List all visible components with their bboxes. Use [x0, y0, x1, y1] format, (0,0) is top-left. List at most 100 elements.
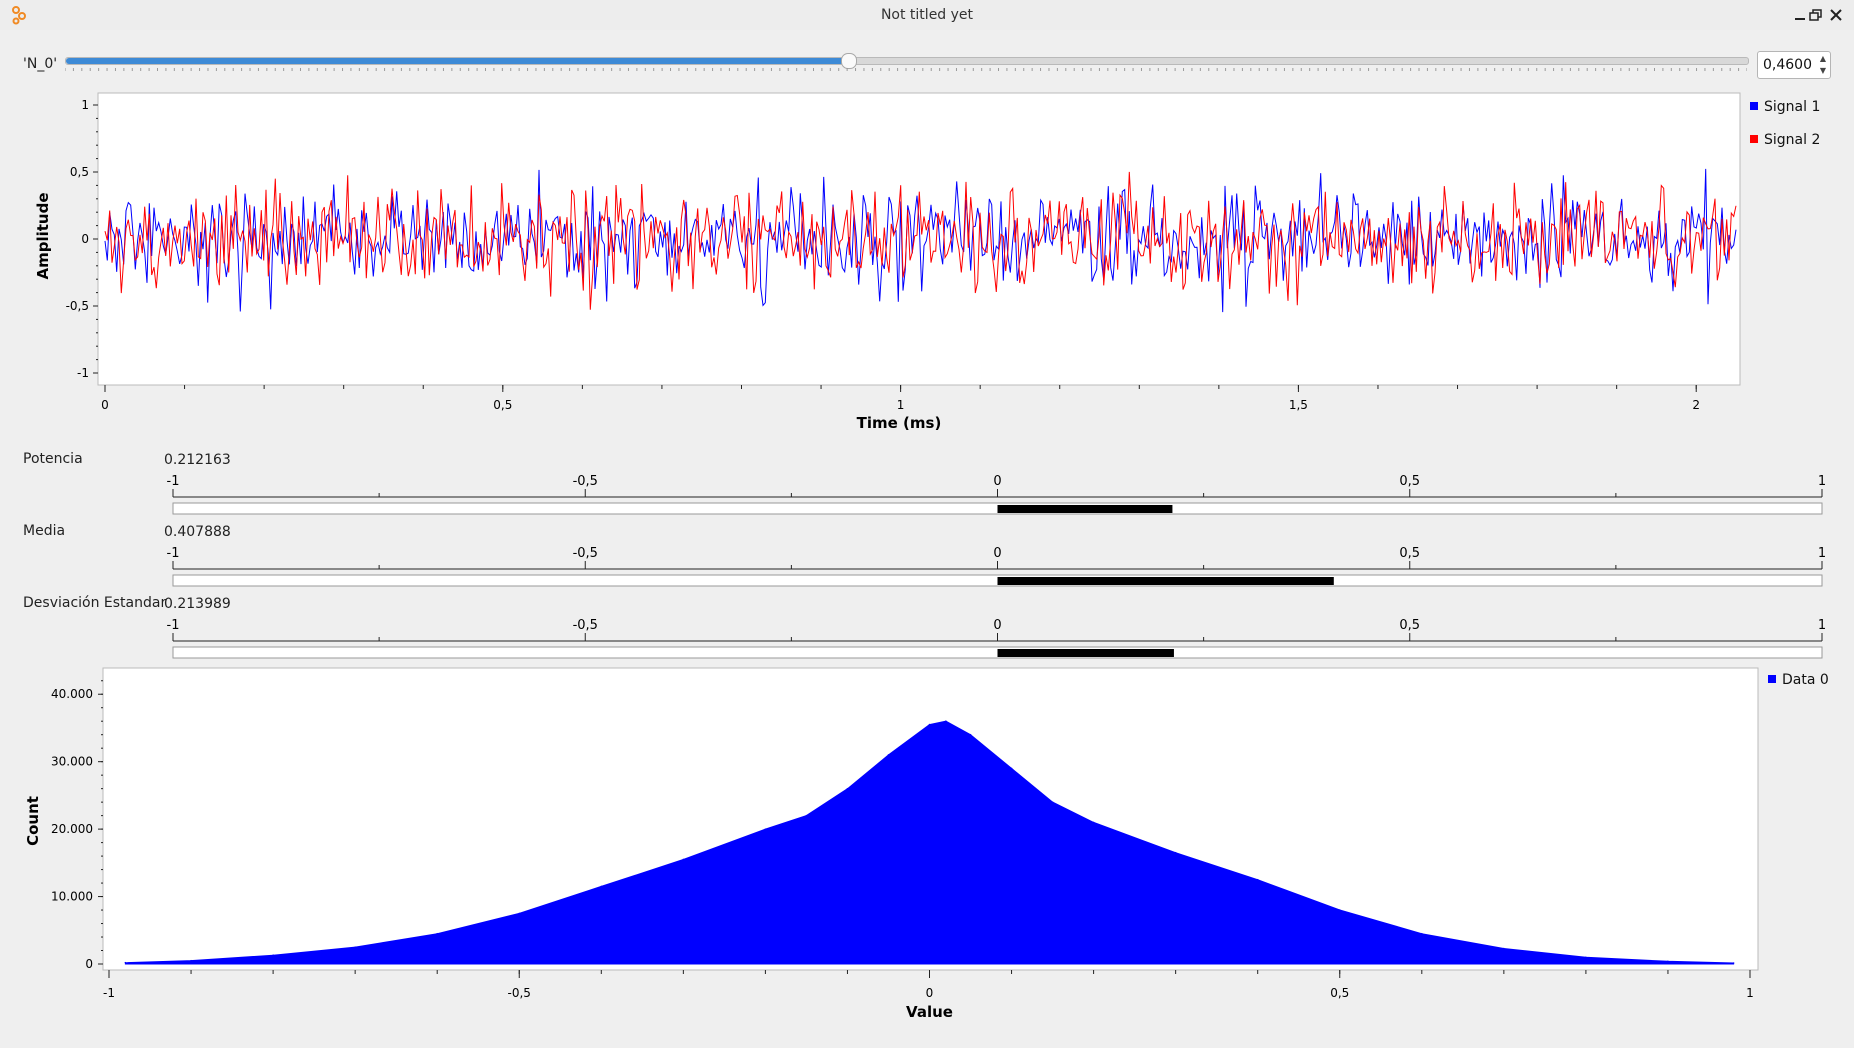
- histogram-point: [928, 723, 931, 726]
- n0-spinbox[interactable]: 0,4600 ▲ ▼: [1757, 51, 1831, 79]
- legend-signal-2[interactable]: Signal 2: [1750, 132, 1820, 148]
- desviacion-label: Desviación Estandar: [23, 595, 167, 611]
- y-axis-label: Amplitude: [34, 192, 52, 279]
- histogram-point: [124, 961, 127, 964]
- histogram-point: [518, 912, 521, 915]
- bar-tick-label: 0,5: [1399, 618, 1420, 633]
- bar-fill: [997, 577, 1334, 585]
- y-tick-label: -0,5: [66, 299, 89, 313]
- histogram-point: [805, 814, 808, 817]
- y-tick-label: -1: [77, 366, 89, 380]
- signal-2-line: [104, 171, 1737, 310]
- y-tick-label: 0: [85, 957, 93, 971]
- bar-tick-label: -1: [167, 546, 180, 561]
- signal-2-swatch: [1750, 135, 1758, 143]
- desviacion-value: 0.213989: [164, 596, 231, 612]
- histogram-point: [1010, 767, 1013, 770]
- slider-label: 'N_0': [23, 56, 58, 72]
- x-tick-label: 0,5: [1330, 986, 1349, 1000]
- histogram-point: [1421, 932, 1423, 935]
- y-axis-label: Count: [24, 796, 42, 846]
- minimize-button[interactable]: [1790, 5, 1810, 25]
- x-tick-label: 1: [897, 398, 905, 412]
- legend-data-0[interactable]: Data 0: [1768, 672, 1829, 688]
- y-tick-label: 1: [81, 98, 89, 112]
- bar-tick-label: 0: [993, 546, 1001, 561]
- slider-handle[interactable]: [841, 53, 858, 69]
- x-tick-label: 0,5: [493, 398, 512, 412]
- x-tick-label: 1: [1746, 986, 1754, 1000]
- n0-slider[interactable]: [65, 53, 1749, 69]
- slider-fill: [66, 58, 849, 64]
- histogram-point: [1256, 878, 1259, 881]
- histogram-point: [600, 885, 603, 888]
- histogram-point: [764, 828, 767, 830]
- bar-tick-label: -0,5: [573, 618, 598, 633]
- bar-fill: [997, 505, 1173, 513]
- window-title: Not titled yet: [880, 7, 974, 23]
- histogram-point: [945, 720, 947, 723]
- bar-tick-label: -1: [167, 474, 180, 489]
- x-tick-label: 1,5: [1289, 398, 1308, 412]
- bar-tick-label: 0: [993, 618, 1001, 633]
- y-tick-label: 20.000: [51, 822, 93, 836]
- spin-up-icon[interactable]: ▲: [1819, 54, 1827, 63]
- x-tick-label: -0,5: [508, 986, 531, 1000]
- y-tick-label: 0: [81, 232, 89, 246]
- app-logo-icon: [12, 6, 26, 25]
- histogram-point: [1051, 801, 1054, 803]
- legend-data-0-label: Data 0: [1782, 672, 1829, 688]
- bar-tick-label: 1: [1818, 618, 1826, 633]
- x-axis-label: Value: [906, 1003, 953, 1021]
- histogram-point: [1667, 960, 1669, 963]
- close-icon: [1830, 9, 1842, 21]
- bar-tick-label: 0,5: [1399, 474, 1420, 489]
- bar-tick-label: 0: [993, 474, 1001, 489]
- level-bars: -1 -0,5 0 0,5 1 -1 -0,5 0 0,5 1 -1 -0,5 0 0,5 1: [167, 474, 1826, 659]
- histogram-point: [436, 932, 439, 935]
- histogram-point: [969, 733, 972, 736]
- bar-tick-label: 1: [1818, 474, 1826, 489]
- spinbox-value[interactable]: 0,4600: [1763, 57, 1812, 73]
- histogram-point: [1338, 909, 1341, 911]
- bar-tick-label: 0,5: [1399, 546, 1420, 561]
- spin-down-icon[interactable]: ▼: [1819, 66, 1827, 75]
- histogram-point: [1732, 962, 1735, 964]
- histogram-point: [1092, 821, 1095, 824]
- bar-tick-label: -1: [167, 618, 180, 633]
- legend-signal-1-label: Signal 1: [1764, 99, 1821, 115]
- y-tick-label: 40.000: [51, 687, 93, 701]
- histogram-point: [887, 754, 890, 756]
- histogram-plot: 40.000 30.000 20.000 10.000 0 -1 -0,5 0 0,5 1 Valu…: [24, 667, 1759, 1021]
- title-bar: Not titled yet: [0, 0, 1854, 30]
- y-tick-label: 30.000: [51, 755, 93, 769]
- histogram-point: [272, 954, 274, 957]
- x-tick-label: 2: [1692, 398, 1700, 412]
- x-tick-label: -1: [103, 986, 115, 1000]
- slider-ticks: [65, 68, 1747, 71]
- legend-signal-1[interactable]: Signal 1: [1750, 99, 1820, 115]
- histogram-point: [1585, 956, 1587, 959]
- bar-tick-label: -0,5: [573, 546, 598, 561]
- potencia-label: Potencia: [23, 451, 83, 467]
- bar-tick-label: 1: [1818, 546, 1826, 561]
- time-plot: 1 0,5 0 -0,5 -1 0 0,5 1 1,5 2 Time (ms) Amplitude: [34, 92, 1741, 432]
- legend-signal-2-label: Signal 2: [1764, 132, 1821, 148]
- minimize-icon: [1795, 18, 1805, 20]
- data-0-swatch: [1768, 675, 1776, 683]
- close-button[interactable]: [1826, 5, 1846, 25]
- restore-icon: [1809, 9, 1822, 21]
- media-label: Media: [23, 523, 66, 539]
- x-axis-label: Time (ms): [857, 414, 942, 432]
- bar-fill: [997, 649, 1174, 657]
- histogram-point: [1503, 947, 1505, 950]
- x-tick-label: 0: [926, 986, 934, 1000]
- potencia-value: 0.212163: [164, 452, 231, 468]
- histogram-point: [190, 959, 192, 962]
- histogram-point: [354, 946, 356, 948]
- restore-button[interactable]: [1806, 5, 1826, 25]
- signal-1-swatch: [1750, 102, 1758, 110]
- media-value: 0.407888: [164, 524, 231, 540]
- x-tick-label: 0: [101, 398, 109, 412]
- histogram-point: [846, 787, 849, 790]
